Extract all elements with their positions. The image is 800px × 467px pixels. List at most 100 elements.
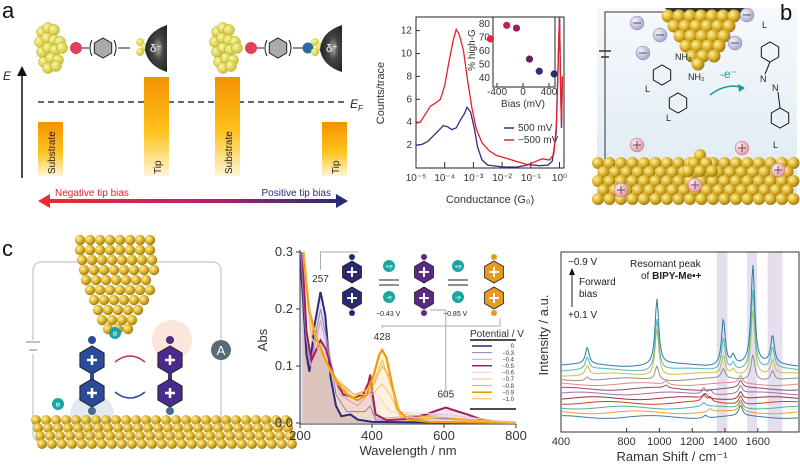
negative-bias-label: Negative tip bias — [55, 188, 129, 199]
tip-level-bar-left — [144, 77, 169, 176]
gold-atom — [221, 415, 231, 425]
gold-atom — [241, 415, 251, 425]
gold-atom — [707, 175, 719, 187]
bracket-icon — [89, 39, 93, 57]
x-tick-label: 10⁻³ — [464, 173, 484, 184]
gold-atom — [100, 274, 112, 286]
charged-atom — [302, 42, 314, 54]
inset-data-point — [486, 35, 495, 43]
gold-atom — [776, 175, 788, 187]
gold-atom — [672, 9, 686, 23]
gold-atom — [718, 175, 731, 187]
gold-atom — [67, 439, 77, 449]
ammeter-icon — [211, 340, 231, 360]
gold-atom — [205, 431, 215, 441]
panel-label-a: a — [2, 0, 15, 23]
gold-atom — [90, 274, 102, 286]
gold-atom — [114, 284, 126, 296]
gold-atom — [165, 431, 175, 441]
gold-atom — [88, 294, 100, 306]
electron-icon — [383, 260, 395, 272]
gold-atom — [255, 431, 265, 441]
gold-atom — [74, 234, 86, 246]
plus-icon — [489, 267, 499, 303]
gold-atom — [43, 423, 53, 433]
gold-atom — [638, 157, 650, 169]
raman-spectrum-line — [561, 354, 799, 382]
viologen-dication — [79, 336, 105, 415]
panel-a: a δ⁻ δ⁺ E EF Substrate Tip Substrate Tip… — [2, 0, 567, 208]
gold-atom — [705, 9, 719, 23]
gold-atom — [207, 439, 217, 449]
gold-atom — [114, 234, 126, 246]
gold-atom — [649, 193, 662, 205]
legend-label: −0.6 — [502, 371, 515, 377]
gold-atom — [213, 423, 223, 433]
tip-level-bar-right — [322, 122, 347, 176]
gold-atom — [87, 439, 97, 449]
gold-atom — [758, 166, 771, 178]
gold-atom — [672, 193, 685, 205]
gold-atom — [311, 48, 319, 56]
gold-atom — [661, 193, 673, 205]
stm-tip — [145, 25, 167, 72]
viologen-radical-cation — [157, 336, 183, 415]
x-tick-label: 1400 — [713, 436, 737, 448]
gold-atom — [632, 184, 644, 196]
gold-atom — [57, 439, 67, 449]
gold-atom — [134, 284, 146, 296]
gold-atom — [211, 415, 221, 425]
gold-atom — [678, 184, 690, 196]
x-tick-label: 800 — [617, 436, 635, 448]
gold-atom — [193, 423, 203, 433]
gold-atom — [114, 244, 126, 256]
gold-adatom — [682, 165, 694, 177]
gold-atom — [716, 9, 730, 23]
viologen-state-icon — [414, 254, 434, 316]
gold-atom — [215, 431, 225, 441]
gold-atom — [53, 423, 63, 433]
x-tick-label: 10⁻⁴ — [434, 173, 455, 184]
y-axis-label: Counts/trace — [375, 62, 387, 124]
gold-atom — [649, 175, 662, 187]
inset-x-tick-label: -400 — [487, 87, 507, 98]
inset-data-point — [535, 67, 543, 75]
gold-atom — [243, 423, 253, 433]
x-tick-label: 1000 — [647, 436, 671, 448]
gold-atom — [253, 423, 263, 433]
gold-atom — [707, 193, 719, 205]
gold-atom — [138, 264, 150, 276]
gold-atom — [706, 29, 720, 43]
gold-atom — [153, 423, 163, 433]
gold-atom — [678, 19, 692, 33]
bar-label: Tip — [331, 160, 342, 174]
gold-atom — [267, 439, 277, 449]
gold-atom — [130, 274, 142, 286]
bracket-icon — [264, 39, 268, 57]
y-tick-label: 8 — [406, 71, 412, 82]
gold-atom — [108, 294, 120, 306]
inset-data-point — [525, 55, 534, 63]
x-tick-label: 10⁰ — [552, 173, 567, 184]
gold-atom — [183, 423, 193, 433]
series-fill — [300, 252, 516, 423]
gold-tip — [661, 8, 745, 71]
gold-atom — [781, 184, 794, 196]
gold-atom — [37, 439, 47, 449]
ligand-label: L — [773, 140, 778, 150]
x-tick-label: 800 — [505, 428, 527, 443]
raman-spectra-chart: Intensity / a.u. Raman Shift / cm⁻¹ 400 8… — [536, 251, 800, 464]
inset-y-axis-label: % high-G — [467, 29, 478, 71]
ions — [613, 7, 786, 198]
gold-atom — [753, 175, 765, 187]
gold-atom — [776, 193, 788, 205]
bracket-icon — [113, 39, 117, 57]
plot-frame — [560, 251, 800, 433]
methyl-group — [88, 336, 96, 344]
plus-icon — [165, 355, 175, 365]
gold-atom — [283, 423, 293, 433]
gold-adatom — [706, 165, 718, 177]
gold-atom — [281, 415, 291, 425]
series-fill — [302, 252, 516, 423]
gold-atom — [80, 274, 92, 286]
